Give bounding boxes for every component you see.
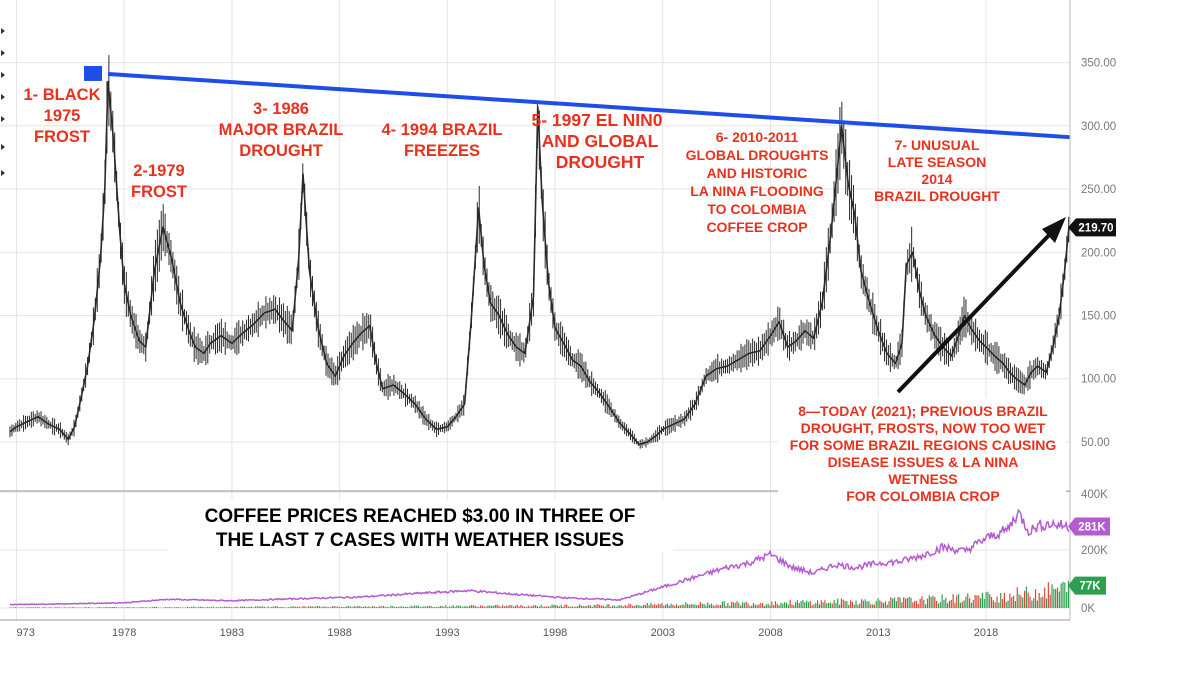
annotation-line: 6- 2010-2011 bbox=[716, 129, 799, 145]
annotation-line: COFFEE CROP bbox=[706, 219, 807, 235]
trendline-layer bbox=[84, 65, 1071, 140]
chevron-right-icon bbox=[1, 144, 5, 150]
x-tick-label: 1983 bbox=[220, 627, 244, 639]
annotation-line: DROUGHT bbox=[239, 142, 322, 160]
annotation-line: LATE SEASON bbox=[888, 154, 987, 170]
trend-arrow bbox=[896, 217, 1066, 394]
trendline-anchor-marker bbox=[84, 65, 103, 81]
x-tick-label: 1978 bbox=[112, 627, 136, 639]
x-tick-label: 2013 bbox=[866, 627, 890, 639]
annotation-event-8: 8—TODAY (2021); PREVIOUS BRAZIL DROUGHT,… bbox=[790, 403, 1057, 504]
annotation-line: AND GLOBAL bbox=[542, 131, 659, 151]
x-tick-label: 1988 bbox=[327, 627, 351, 639]
annotation-line: WETNESS bbox=[888, 471, 957, 487]
y-tick-label: 350.00 bbox=[1081, 58, 1116, 70]
open-interest-badge bbox=[1068, 517, 1110, 536]
annotation-line: 5- 1997 EL NIN0 bbox=[532, 110, 663, 130]
axis-labels: 973 1978 1983 1988 1993 1998 2003 2008 2013 2018 3… bbox=[16, 58, 1116, 639]
chevron-right-icon bbox=[1, 116, 5, 122]
x-tick-label: 1998 bbox=[543, 627, 567, 639]
annotation-line: LA NINA FLOODING bbox=[690, 183, 824, 199]
chevron-right-icon bbox=[1, 28, 5, 34]
x-tick-label: 973 bbox=[16, 627, 34, 639]
annotation-event-2: 2-1979 FROST bbox=[131, 162, 187, 201]
annotation-line: 3- 1986 bbox=[253, 100, 309, 118]
arrow-head-icon bbox=[1042, 217, 1066, 243]
y-tick-label: 100.00 bbox=[1081, 374, 1116, 386]
volume-y-tick-label: 0K bbox=[1081, 603, 1095, 615]
annotation-line: DROUGHT bbox=[556, 152, 645, 172]
open-interest-value: 281K bbox=[1078, 522, 1106, 534]
annotation-event-7: 7- UNUSUAL LATE SEASON 2014 BRAZIL DROUG… bbox=[874, 137, 1000, 204]
x-tick-label: 2018 bbox=[974, 627, 998, 639]
annotation-line: DISEASE ISSUES & LA NINA bbox=[828, 454, 1019, 470]
annotation-event-3: 3- 1986 MAJOR BRAZIL DROUGHT bbox=[219, 100, 344, 160]
chevron-right-icon bbox=[1, 170, 5, 176]
y-tick-label: 250.00 bbox=[1081, 184, 1116, 196]
annotation-line: 4- 1994 BRAZIL bbox=[381, 121, 502, 139]
chevron-right-icon bbox=[1, 94, 5, 100]
annotation-line: GLOBAL DROUGHTS bbox=[686, 147, 829, 163]
x-tick-label: 2008 bbox=[758, 627, 782, 639]
annotation-line: FROST bbox=[34, 128, 90, 146]
arrow-shaft bbox=[896, 230, 1054, 394]
caption-background bbox=[168, 500, 673, 552]
caption-line: THE LAST 7 CASES WITH WEATHER ISSUES bbox=[216, 530, 624, 551]
annotation-line: FREEZES bbox=[404, 142, 480, 160]
annotation-event-5: 5- 1997 EL NIN0 AND GLOBAL DROUGHT bbox=[532, 110, 663, 172]
resistance-trendline bbox=[107, 71, 1071, 140]
x-tick-label: 1993 bbox=[435, 627, 459, 639]
annotation-line: 1975 bbox=[44, 107, 81, 125]
annotation-line: FROST bbox=[131, 183, 187, 201]
open-interest-line bbox=[9, 508, 1070, 606]
annotation-line: BRAZIL DROUGHT bbox=[874, 188, 1000, 204]
annotation-line: 1- BLACK bbox=[24, 86, 101, 104]
annotation-line: 7- UNUSUAL bbox=[895, 137, 980, 153]
annotation-line: FOR COLOMBIA CROP bbox=[846, 488, 999, 504]
caption-line: COFFEE PRICES REACHED $3.00 IN THREE OF bbox=[205, 506, 636, 527]
annotation-line: 8—TODAY (2021); PREVIOUS BRAZIL bbox=[798, 403, 1048, 419]
annotation-line: MAJOR BRAZIL bbox=[219, 121, 344, 139]
y-tick-label: 300.00 bbox=[1081, 121, 1116, 133]
x-tick-label: 2003 bbox=[651, 627, 675, 639]
annotation-event-4: 4- 1994 BRAZIL FREEZES bbox=[381, 121, 502, 160]
annotation-event-6: 6- 2010-2011 GLOBAL DROUGHTS AND HISTORI… bbox=[686, 129, 829, 235]
annotation-event-8-background bbox=[778, 398, 1066, 508]
volume-badge bbox=[1068, 576, 1106, 595]
left-edge-markers bbox=[1, 28, 5, 176]
y-tick-label: 150.00 bbox=[1081, 310, 1116, 322]
chevron-right-icon bbox=[1, 50, 5, 56]
y-tick-label: 200.00 bbox=[1081, 247, 1116, 259]
last-price-badge bbox=[1068, 218, 1116, 237]
chevron-right-icon bbox=[1, 72, 5, 78]
chart-caption: COFFEE PRICES REACHED $3.00 IN THREE OF … bbox=[205, 506, 636, 551]
y-tick-label: 50.00 bbox=[1081, 437, 1110, 449]
volume-plot bbox=[9, 508, 1070, 608]
annotation-line: DROUGHT, FROSTS, NOW TOO WET bbox=[801, 420, 1046, 436]
last-price-value: 219.70 bbox=[1078, 222, 1113, 234]
volume-value: 77K bbox=[1079, 581, 1101, 593]
annotation-line: TO COLOMBIA bbox=[707, 201, 806, 217]
annotation-line: FOR SOME BRAZIL REGIONS CAUSING bbox=[790, 437, 1057, 453]
annotation-line: 2014 bbox=[921, 171, 952, 187]
volume-y-tick-label: 400K bbox=[1081, 489, 1108, 501]
annotation-event-1: 1- BLACK 1975 FROST bbox=[24, 86, 101, 146]
annotation-line: 2-1979 bbox=[133, 162, 184, 180]
volume-y-tick-label: 200K bbox=[1081, 545, 1108, 557]
price-plot bbox=[9, 55, 1070, 449]
annotation-line: AND HISTORIC bbox=[707, 165, 808, 181]
